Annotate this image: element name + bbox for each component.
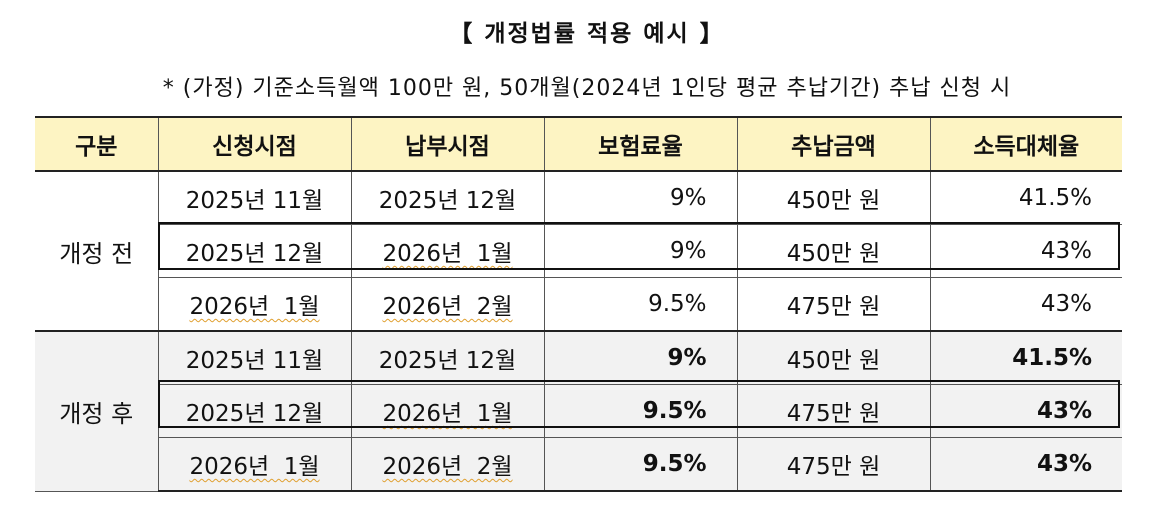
table-row: 2025년 12월 2026년 1월 9.5% 475만 원 43% [35, 384, 1122, 438]
table-row: 개정 후 2025년 11월 2025년 12월 9% 450만 원 41.5% [35, 330, 1122, 492]
amount-cell: 450만 원 [736, 170, 931, 225]
rate-cell: 9% [543, 330, 738, 385]
replace-cell: 41.5% [929, 330, 1122, 385]
replace-cell: 43% [929, 277, 1122, 332]
rate-cell: 9.5% [543, 384, 738, 438]
header-replacement-rate: 소득대체율 [929, 116, 1122, 172]
pay-cell: 2025년 12월 [350, 170, 545, 225]
replace-cell: 43% [929, 384, 1122, 438]
rate-cell: 9.5% [543, 277, 738, 332]
pay-cell: 2026년 1월 [350, 224, 545, 278]
rate-cell: 9% [543, 224, 738, 278]
replace-cell: 43% [929, 437, 1122, 492]
table-row: 개정 전 2025년 11월 2025년 12월 9% 450만 원 41.5% [35, 170, 1122, 332]
replace-cell: 43% [929, 224, 1122, 278]
pay-cell: 2026년 2월 [350, 277, 545, 332]
amount-cell: 475만 원 [736, 384, 931, 438]
group-label-before: 개정 전 [35, 170, 159, 332]
pay-cell: 2026년 1월 [350, 384, 545, 438]
apply-cell: 2025년 12월 [157, 384, 352, 438]
header-premium-rate: 보험료율 [543, 116, 738, 172]
rate-cell: 9.5% [543, 437, 738, 492]
amount-cell: 475만 원 [736, 437, 931, 492]
table-row: 2025년 12월 2026년 1월 9% 450만 원 43% [35, 224, 1122, 278]
amount-cell: 450만 원 [736, 330, 931, 385]
header-category: 구분 [35, 116, 159, 172]
header-pay-time: 납부시점 [350, 116, 545, 172]
amount-cell: 475만 원 [736, 277, 931, 332]
group-label-after: 개정 후 [35, 330, 159, 492]
pay-cell: 2025년 12월 [350, 330, 545, 385]
table-row: 2026년 1월 2026년 2월 9.5% 475만 원 43% [35, 437, 1122, 492]
amount-cell: 450만 원 [736, 224, 931, 278]
header-row: 구분 신청시점 납부시점 보험료율 추납금액 소득대체율 [35, 116, 1122, 172]
apply-cell: 2026년 1월 [157, 277, 352, 332]
assumption-note: * (가정) 기준소득월액 100만 원, 50개월(2024년 1인당 평균 … [162, 76, 1012, 101]
apply-cell: 2026년 1월 [157, 437, 352, 492]
header-amount: 추납금액 [736, 116, 931, 172]
replace-cell: 41.5% [929, 170, 1122, 225]
apply-cell: 2025년 11월 [157, 330, 352, 385]
header-apply-time: 신청시점 [157, 116, 352, 172]
apply-cell: 2025년 12월 [157, 224, 352, 278]
table-row: 2026년 1월 2026년 2월 9.5% 475만 원 43% [35, 277, 1122, 332]
page-title: 【 개정법률 적용 예시 】 [449, 21, 725, 47]
pay-cell: 2026년 2월 [350, 437, 545, 492]
apply-cell: 2025년 11월 [157, 170, 352, 225]
rate-cell: 9% [543, 170, 738, 225]
example-table: 구분 신청시점 납부시점 보험료율 추납금액 소득대체율 개정 전 2025년 … [35, 116, 1122, 492]
